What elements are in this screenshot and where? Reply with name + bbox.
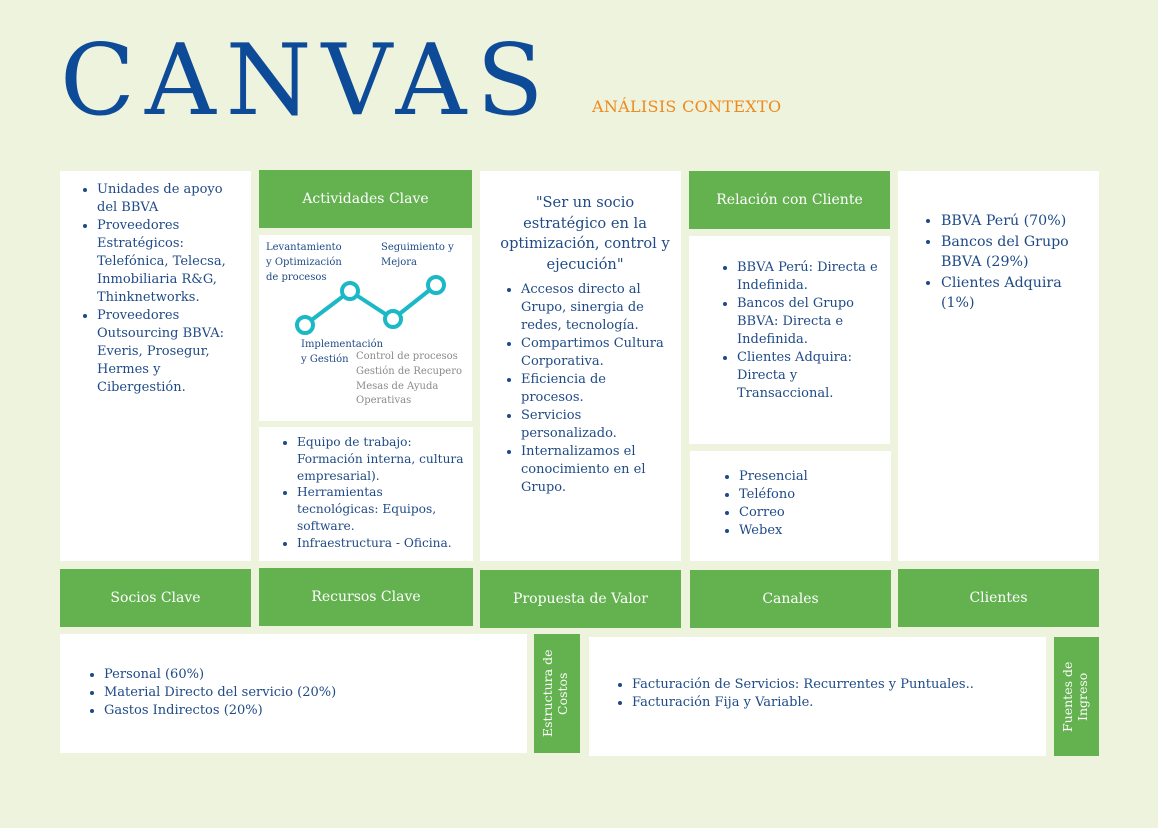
costos-list: Personal (60%) Material Directo del serv… <box>84 666 517 720</box>
list-item: Bancos del Grupo BBVA (29%) <box>941 232 1089 273</box>
ingresos-panel: Facturación de Servicios: Recurrentes y … <box>589 637 1046 756</box>
list-item: Internalizamos el conocimiento en el Gru… <box>521 443 669 497</box>
step-levantamiento: Levantamiento y Optimización de procesos <box>266 240 342 285</box>
step-implementacion: Implementación y Gestión <box>301 337 383 367</box>
recursos-clave-list: Equipo de trabajo: Formación interna, cu… <box>277 434 467 552</box>
step-seguimiento: Seguimiento y Mejora <box>381 240 454 270</box>
list-item: Proveedores Outsourcing BBVA: Everis, Pr… <box>97 307 241 397</box>
recursos-clave-label: Recursos Clave <box>259 568 473 626</box>
list-item: Unidades de apoyo del BBVA <box>97 181 241 217</box>
step-text: Levantamiento <box>266 242 342 253</box>
list-item: BBVA Perú: Directa e Indefinida. <box>737 259 882 295</box>
clientes-label: Clientes <box>898 569 1099 627</box>
list-item: Bancos del Grupo BBVA: Directa e Indefin… <box>737 295 882 349</box>
canales-panel: Presencial Teléfono Correo Webex <box>690 451 891 561</box>
ingresos-list: Facturación de Servicios: Recurrentes y … <box>612 676 1036 712</box>
list-item: Webex <box>739 522 883 540</box>
socios-clave-list: Unidades de apoyo del BBVA Proveedores E… <box>77 181 241 397</box>
node-circle <box>340 281 360 301</box>
actividades-diagram: Levantamiento y Optimización de procesos… <box>259 235 472 421</box>
recursos-clave-panel: Equipo de trabajo: Formación interna, cu… <box>259 427 473 561</box>
step-text: y Optimización <box>266 257 342 268</box>
costos-label: Estructura de Costos <box>540 649 570 738</box>
relacion-cliente-label: Relación con Cliente <box>689 171 890 229</box>
list-item: Equipo de trabajo: Formación interna, cu… <box>297 434 467 484</box>
list-item: Facturación Fija y Variable. <box>632 694 1036 712</box>
propuesta-valor-list: Accesos directo al Grupo, sinergia de re… <box>501 281 669 497</box>
list-item: Personal (60%) <box>104 666 517 684</box>
step-text: y Gestión <box>301 354 349 365</box>
list-item: Clientes Adquira: Directa y Transacciona… <box>737 349 882 403</box>
page-title: CANVAS <box>60 24 554 138</box>
list-item: Facturación de Servicios: Recurrentes y … <box>632 676 1036 694</box>
propuesta-valor-label: Propuesta de Valor <box>480 570 681 628</box>
costos-panel: Personal (60%) Material Directo del serv… <box>60 634 527 753</box>
propuesta-valor-panel: "Ser un socio estratégico en la optimiza… <box>480 171 681 561</box>
step-text: Operativas <box>356 395 412 407</box>
relacion-cliente-list: BBVA Perú: Directa e Indefinida. Bancos … <box>717 259 882 403</box>
costos-label-tab: Estructura de Costos <box>534 634 580 753</box>
ingresos-label-tab: Fuentes de Ingreso <box>1054 637 1099 756</box>
step-text: Mesas de Ayuda <box>356 380 439 392</box>
list-item: Teléfono <box>739 486 883 504</box>
list-item: Accesos directo al Grupo, sinergia de re… <box>521 281 669 335</box>
list-item: Gastos Indirectos (20%) <box>104 702 517 720</box>
page-subtitle: ANÁLISIS CONTEXTO <box>592 97 782 116</box>
list-item: Herramientas tecnológicas: Equipos, soft… <box>297 484 467 534</box>
step-text: de procesos <box>266 272 327 283</box>
list-item: Material Directo del servicio (20%) <box>104 684 517 702</box>
list-item: Compartimos Cultura Corporativa. <box>521 335 669 371</box>
clientes-panel: BBVA Perú (70%) Bancos del Grupo BBVA (2… <box>898 171 1099 561</box>
node-circle <box>295 315 315 335</box>
relacion-cliente-panel: BBVA Perú: Directa e Indefinida. Bancos … <box>689 236 890 444</box>
socios-clave-label: Socios Clave <box>60 569 251 627</box>
list-item: Correo <box>739 504 883 522</box>
socios-clave-panel: Unidades de apoyo del BBVA Proveedores E… <box>60 171 251 561</box>
step-text: Implementación <box>301 339 384 350</box>
list-item: Servicios personalizado. <box>521 407 669 443</box>
value-quote: "Ser un socio estratégico en la optimiza… <box>500 194 670 273</box>
list-item: Clientes Adquira (1%) <box>941 273 1089 314</box>
node-circle <box>426 275 446 295</box>
step-text: Mejora <box>381 257 418 268</box>
ingresos-label: Fuentes de Ingreso <box>1059 661 1090 732</box>
node-circle <box>383 309 403 329</box>
list-item: Eficiencia de procesos. <box>521 371 669 407</box>
step-text: Control de procesos <box>356 351 458 362</box>
actividades-clave-label: Actividades Clave <box>259 170 472 228</box>
step-control: Control de procesos Gestión de Recupero … <box>356 350 462 409</box>
list-item: Infraestructura - Oficina. <box>297 535 467 552</box>
list-item: Proveedores Estratégicos: Telefónica, Te… <box>97 217 241 307</box>
step-text: Gestión de Recupero <box>356 365 463 377</box>
list-item: BBVA Perú (70%) <box>941 211 1089 232</box>
canales-list: Presencial Teléfono Correo Webex <box>719 468 883 540</box>
clientes-list: BBVA Perú (70%) Bancos del Grupo BBVA (2… <box>921 211 1089 314</box>
list-item: Presencial <box>739 468 883 486</box>
process-line-graphic <box>295 275 446 335</box>
step-text: Seguimiento y <box>381 242 454 253</box>
canales-label: Canales <box>690 570 891 628</box>
